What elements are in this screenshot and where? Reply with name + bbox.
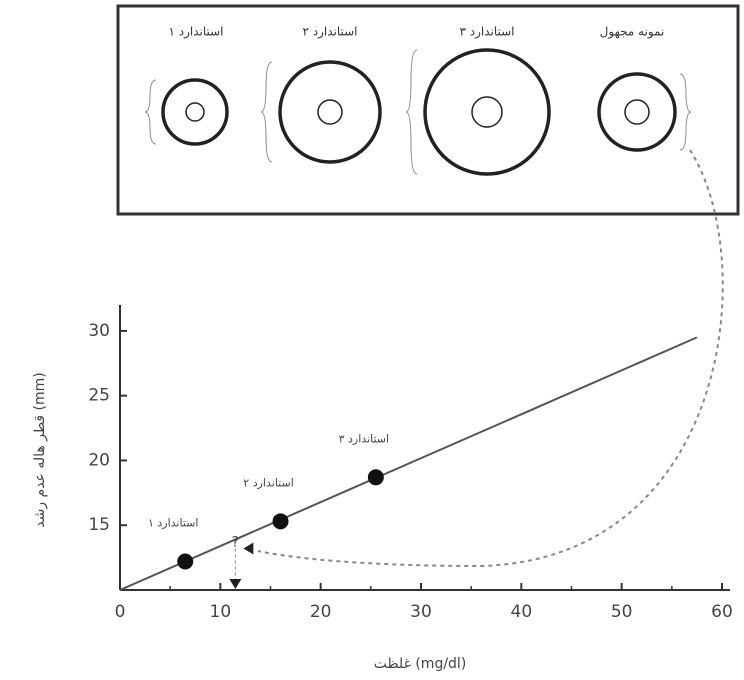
point-label: استاندارد ۱ (148, 517, 198, 530)
standard-label: استاندارد ۱ (168, 25, 223, 40)
unknown-arrow-y (243, 543, 253, 555)
zone-ring (425, 50, 549, 174)
unknown-label: ? (232, 535, 239, 551)
connector (258, 150, 723, 566)
x-tick-label: 50 (611, 602, 633, 622)
y-axis-label: قطر هاله عدم رشد (mm) (32, 372, 48, 528)
disk (318, 100, 342, 124)
data-point (177, 554, 193, 570)
unknown-label: نمونه مجهول (600, 25, 665, 40)
zone-ring (163, 80, 227, 144)
zone-ring (280, 62, 380, 162)
data-point (368, 469, 384, 485)
x-tick-label: 30 (410, 602, 432, 622)
standard-label: استاندارد ۲ (302, 25, 357, 40)
x-tick-label: 10 (210, 602, 232, 622)
y-tick-label: 25 (88, 386, 110, 406)
y-tick-label: 15 (88, 515, 110, 535)
disk (186, 103, 204, 121)
x-axis-label: غلظت (mg/dl) (374, 656, 467, 672)
standard-label: استاندارد ۳ (459, 25, 514, 40)
zone-ring (599, 74, 675, 150)
unknown-arrow-x (229, 579, 241, 589)
y-tick-label: 20 (88, 450, 110, 470)
data-point (273, 513, 289, 529)
x-tick-label: 20 (310, 602, 332, 622)
disk (472, 97, 502, 127)
x-tick-label: 60 (711, 602, 733, 622)
x-tick-label: 40 (511, 602, 533, 622)
disk (625, 100, 649, 124)
x-tick-label: 0 (115, 602, 126, 622)
point-label: استاندارد ۳ (339, 432, 389, 445)
figure: استاندارد ۱ استاندارد ۲ استاندارد ۳ نمون… (0, 0, 744, 680)
point-label: استاندارد ۲ (243, 476, 293, 489)
fit-line (120, 337, 697, 590)
zones (145, 50, 691, 174)
y-tick-label: 30 (88, 321, 110, 341)
